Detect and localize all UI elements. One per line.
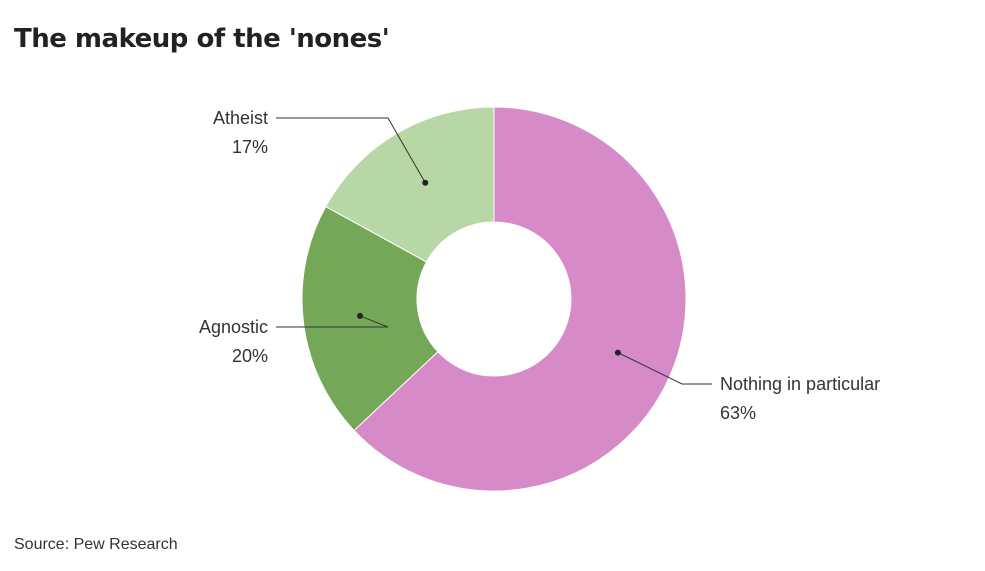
slice-atheist (325, 106, 495, 263)
slice-label-atheist: Atheist (213, 108, 268, 128)
slice-nothing-in-particular (353, 106, 687, 492)
slice-value-agnostic: 20% (232, 346, 268, 366)
leader-line-nothing-in-particular (617, 352, 712, 385)
leader-line-atheist (276, 117, 426, 184)
leader-dot-nothing-in-particular (614, 349, 621, 356)
leader-line-agnostic (276, 315, 389, 328)
slice-agnostic (301, 205, 439, 432)
leader-dot-agnostic (357, 312, 364, 319)
slice-label-agnostic: Agnostic (199, 317, 268, 337)
slice-label-nothing-in-particular: Nothing in particular (720, 374, 880, 394)
chart-title: The makeup of the 'nones' (14, 24, 390, 54)
slice-value-nothing-in-particular: 63% (720, 403, 756, 423)
source-note: Source: Pew Research (14, 536, 178, 553)
leader-dot-atheist (422, 179, 429, 186)
slice-value-atheist: 17% (232, 137, 268, 157)
